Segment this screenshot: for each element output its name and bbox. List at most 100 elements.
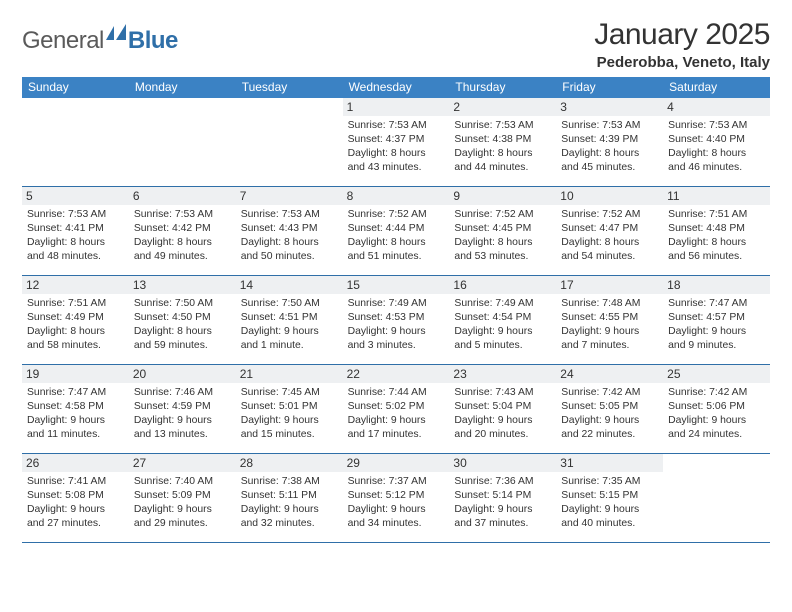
daylight-line-2: and 11 minutes. xyxy=(27,428,124,442)
day-number: 1 xyxy=(343,98,450,116)
daylight-line-1: Daylight: 9 hours xyxy=(27,414,124,428)
day-number: 15 xyxy=(343,276,450,294)
calendar-cell: 22Sunrise: 7:44 AMSunset: 5:02 PMDayligh… xyxy=(343,365,450,453)
daylight-line-1: Daylight: 8 hours xyxy=(27,236,124,250)
calendar-cell-empty xyxy=(129,98,236,186)
calendar-cell: 31Sunrise: 7:35 AMSunset: 5:15 PMDayligh… xyxy=(556,454,663,542)
calendar-cell: 5Sunrise: 7:53 AMSunset: 4:41 PMDaylight… xyxy=(22,187,129,275)
sunrise-line: Sunrise: 7:40 AM xyxy=(134,475,231,489)
calendar-cell: 24Sunrise: 7:42 AMSunset: 5:05 PMDayligh… xyxy=(556,365,663,453)
daylight-line-2: and 27 minutes. xyxy=(27,517,124,531)
day-number: 16 xyxy=(449,276,556,294)
daylight-line-2: and 51 minutes. xyxy=(348,250,445,264)
sunrise-line: Sunrise: 7:53 AM xyxy=(348,119,445,133)
daylight-line-2: and 44 minutes. xyxy=(454,161,551,175)
daylight-line-2: and 7 minutes. xyxy=(561,339,658,353)
daylight-line-1: Daylight: 8 hours xyxy=(27,325,124,339)
calendar-cell: 15Sunrise: 7:49 AMSunset: 4:53 PMDayligh… xyxy=(343,276,450,364)
month-title: January 2025 xyxy=(594,18,770,52)
logo: General Blue xyxy=(22,18,178,55)
daylight-line-1: Daylight: 9 hours xyxy=(241,414,338,428)
sunset-line: Sunset: 4:43 PM xyxy=(241,222,338,236)
sunrise-line: Sunrise: 7:41 AM xyxy=(27,475,124,489)
calendar-cell-empty xyxy=(22,98,129,186)
sunrise-line: Sunrise: 7:53 AM xyxy=(668,119,765,133)
calendar-cell: 21Sunrise: 7:45 AMSunset: 5:01 PMDayligh… xyxy=(236,365,343,453)
sunset-line: Sunset: 4:53 PM xyxy=(348,311,445,325)
sunset-line: Sunset: 5:09 PM xyxy=(134,489,231,503)
sunset-line: Sunset: 4:40 PM xyxy=(668,133,765,147)
sunrise-line: Sunrise: 7:53 AM xyxy=(561,119,658,133)
sunrise-line: Sunrise: 7:53 AM xyxy=(134,208,231,222)
daylight-line-2: and 58 minutes. xyxy=(27,339,124,353)
sunrise-line: Sunrise: 7:46 AM xyxy=(134,386,231,400)
sunrise-line: Sunrise: 7:53 AM xyxy=(241,208,338,222)
calendar-cell: 23Sunrise: 7:43 AMSunset: 5:04 PMDayligh… xyxy=(449,365,556,453)
daylight-line-2: and 9 minutes. xyxy=(668,339,765,353)
sunset-line: Sunset: 5:05 PM xyxy=(561,400,658,414)
calendar-cell: 10Sunrise: 7:52 AMSunset: 4:47 PMDayligh… xyxy=(556,187,663,275)
sunrise-line: Sunrise: 7:42 AM xyxy=(668,386,765,400)
sunset-line: Sunset: 4:48 PM xyxy=(668,222,765,236)
daylight-line-1: Daylight: 9 hours xyxy=(348,414,445,428)
calendar-cell: 18Sunrise: 7:47 AMSunset: 4:57 PMDayligh… xyxy=(663,276,770,364)
sunrise-line: Sunrise: 7:43 AM xyxy=(454,386,551,400)
daylight-line-1: Daylight: 8 hours xyxy=(241,236,338,250)
daylight-line-1: Daylight: 9 hours xyxy=(454,503,551,517)
location: Pederobba, Veneto, Italy xyxy=(594,54,770,71)
day-number: 2 xyxy=(449,98,556,116)
sunset-line: Sunset: 4:44 PM xyxy=(348,222,445,236)
daylight-line-1: Daylight: 8 hours xyxy=(454,147,551,161)
daylight-line-2: and 50 minutes. xyxy=(241,250,338,264)
sunrise-line: Sunrise: 7:52 AM xyxy=(454,208,551,222)
sunset-line: Sunset: 4:41 PM xyxy=(27,222,124,236)
sunset-line: Sunset: 5:08 PM xyxy=(27,489,124,503)
day-number: 22 xyxy=(343,365,450,383)
sunrise-line: Sunrise: 7:47 AM xyxy=(668,297,765,311)
sunset-line: Sunset: 5:12 PM xyxy=(348,489,445,503)
daylight-line-2: and 29 minutes. xyxy=(134,517,231,531)
calendar-cell: 13Sunrise: 7:50 AMSunset: 4:50 PMDayligh… xyxy=(129,276,236,364)
calendar-cell: 29Sunrise: 7:37 AMSunset: 5:12 PMDayligh… xyxy=(343,454,450,542)
sunset-line: Sunset: 5:04 PM xyxy=(454,400,551,414)
sunset-line: Sunset: 5:14 PM xyxy=(454,489,551,503)
day-number: 8 xyxy=(343,187,450,205)
dayname-friday: Friday xyxy=(556,77,663,98)
daylight-line-1: Daylight: 8 hours xyxy=(134,325,231,339)
sunset-line: Sunset: 4:55 PM xyxy=(561,311,658,325)
daylight-line-2: and 37 minutes. xyxy=(454,517,551,531)
daylight-line-2: and 24 minutes. xyxy=(668,428,765,442)
sunrise-line: Sunrise: 7:52 AM xyxy=(561,208,658,222)
calendar-cell: 9Sunrise: 7:52 AMSunset: 4:45 PMDaylight… xyxy=(449,187,556,275)
calendar-cell: 26Sunrise: 7:41 AMSunset: 5:08 PMDayligh… xyxy=(22,454,129,542)
sunset-line: Sunset: 4:42 PM xyxy=(134,222,231,236)
day-number: 23 xyxy=(449,365,556,383)
day-number: 4 xyxy=(663,98,770,116)
sunrise-line: Sunrise: 7:48 AM xyxy=(561,297,658,311)
daylight-line-2: and 17 minutes. xyxy=(348,428,445,442)
sunset-line: Sunset: 4:59 PM xyxy=(134,400,231,414)
sunset-line: Sunset: 4:51 PM xyxy=(241,311,338,325)
calendar-cell-empty xyxy=(236,98,343,186)
dayname-thursday: Thursday xyxy=(449,77,556,98)
daylight-line-2: and 46 minutes. xyxy=(668,161,765,175)
daylight-line-1: Daylight: 9 hours xyxy=(561,503,658,517)
sunset-line: Sunset: 4:39 PM xyxy=(561,133,658,147)
day-number: 3 xyxy=(556,98,663,116)
calendar-cell: 25Sunrise: 7:42 AMSunset: 5:06 PMDayligh… xyxy=(663,365,770,453)
sunset-line: Sunset: 4:45 PM xyxy=(454,222,551,236)
day-number: 11 xyxy=(663,187,770,205)
sunrise-line: Sunrise: 7:44 AM xyxy=(348,386,445,400)
sunrise-line: Sunrise: 7:50 AM xyxy=(241,297,338,311)
day-number: 19 xyxy=(22,365,129,383)
daylight-line-2: and 48 minutes. xyxy=(27,250,124,264)
calendar-cell: 16Sunrise: 7:49 AMSunset: 4:54 PMDayligh… xyxy=(449,276,556,364)
sunset-line: Sunset: 5:06 PM xyxy=(668,400,765,414)
calendar-cell: 12Sunrise: 7:51 AMSunset: 4:49 PMDayligh… xyxy=(22,276,129,364)
calendar-cell: 17Sunrise: 7:48 AMSunset: 4:55 PMDayligh… xyxy=(556,276,663,364)
sunrise-line: Sunrise: 7:49 AM xyxy=(348,297,445,311)
daylight-line-1: Daylight: 9 hours xyxy=(241,325,338,339)
daylight-line-2: and 43 minutes. xyxy=(348,161,445,175)
calendar-cell: 19Sunrise: 7:47 AMSunset: 4:58 PMDayligh… xyxy=(22,365,129,453)
daylight-line-1: Daylight: 9 hours xyxy=(561,414,658,428)
